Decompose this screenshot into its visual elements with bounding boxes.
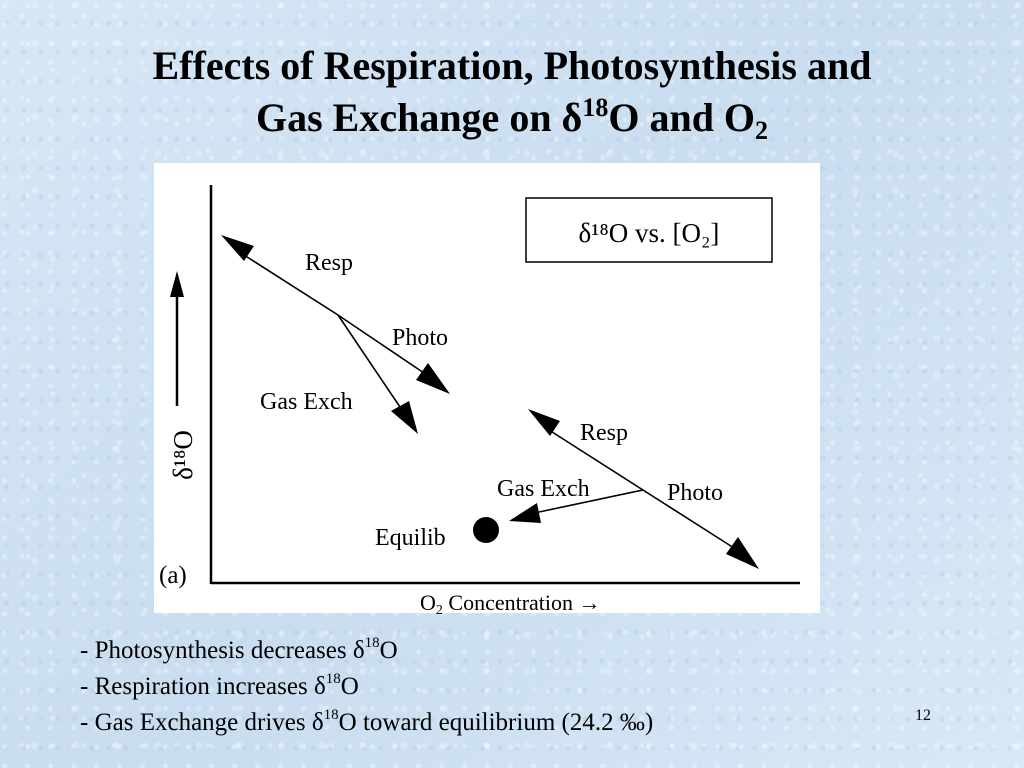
title-line-2-superscript: 18 xyxy=(582,93,609,122)
bullet-item-gas-exchange: - Gas Exchange drives δ18O toward equili… xyxy=(80,705,653,741)
bullet-item-photosynthesis: - Photosynthesis decreases δ18O xyxy=(80,633,653,669)
page-number: 12 xyxy=(915,707,931,724)
upper-gas-exch-arrowhead xyxy=(391,401,418,434)
legend-box xyxy=(525,197,773,263)
bullet-text: - Photosynthesis decreases δ xyxy=(80,637,365,664)
bullet-superscript: 18 xyxy=(325,671,341,687)
slide-title: Effects of Respiration, Photosynthesis a… xyxy=(0,40,1024,144)
title-line-2-middle: O and O xyxy=(608,95,756,140)
x-axis-caption: O2 Concentration → xyxy=(420,590,601,618)
y-label-arrow-head xyxy=(170,271,184,297)
bullet-text: - Respiration increases δ xyxy=(80,673,326,700)
bullet-suffix: O toward equilibrium (24.2 ‰) xyxy=(338,709,654,736)
title-line-2-subscript: 2 xyxy=(755,116,769,145)
title-line-2-prefix: Gas Exchange on δ xyxy=(255,95,583,140)
upper-photo-line xyxy=(337,314,425,374)
x-axis-caption-prefix: O xyxy=(420,590,436,615)
bullet-suffix: O xyxy=(340,673,359,700)
lower-resp-line xyxy=(548,429,644,491)
title-line-1: Effects of Respiration, Photosynthesis a… xyxy=(152,43,872,88)
lower-gas-exch-arrowhead xyxy=(509,503,541,523)
lower-resp-arrowhead xyxy=(528,409,560,436)
bullet-superscript: 18 xyxy=(323,707,339,723)
x-axis-caption-suffix: Concentration xyxy=(442,590,579,615)
lower-photo-label: Photo xyxy=(667,480,723,506)
title-line-2: Gas Exchange on δ18O and O2 xyxy=(0,92,1024,144)
bullet-list: - Photosynthesis decreases δ18O - Respir… xyxy=(80,633,653,741)
bullet-superscript: 18 xyxy=(364,635,380,651)
lower-photo-arrowhead xyxy=(726,537,759,569)
bullet-text: - Gas Exchange drives δ xyxy=(80,709,324,736)
upper-resp-line xyxy=(243,254,339,316)
upper-gas-exch-line xyxy=(337,314,401,408)
lower-photo-line xyxy=(642,489,735,549)
y-axis-label: δ¹⁸O xyxy=(168,430,198,480)
bullet-suffix: O xyxy=(379,637,398,664)
equilib-point xyxy=(473,517,499,543)
x-axis-caption-subscript: 2 xyxy=(435,603,443,618)
lower-gas-exch-line xyxy=(538,489,644,513)
legend-text: δ¹⁸O vs. [O₂] xyxy=(579,218,720,248)
bullet-item-respiration: - Respiration increases δ18O xyxy=(80,669,653,705)
panel-label: (a) xyxy=(159,562,187,589)
upper-resp-label: Resp xyxy=(305,250,353,276)
upper-photo-label: Photo xyxy=(392,325,448,351)
upper-gas-exch-label: Gas Exch xyxy=(260,389,353,415)
lower-gas-exch-label: Gas Exch xyxy=(497,476,590,502)
upper-photo-arrowhead xyxy=(416,363,450,394)
equilib-label: Equilib xyxy=(375,525,446,551)
right-arrow-icon: → xyxy=(578,590,601,615)
diagram-svg: δ¹⁸O vs. [O₂] δ¹⁸O (a) Resp Photo Gas Ex… xyxy=(159,185,800,589)
diagram-figure: δ¹⁸O vs. [O₂] δ¹⁸O (a) Resp Photo Gas Ex… xyxy=(154,163,820,613)
lower-resp-label: Resp xyxy=(580,420,628,446)
upper-resp-arrowhead xyxy=(221,235,254,261)
